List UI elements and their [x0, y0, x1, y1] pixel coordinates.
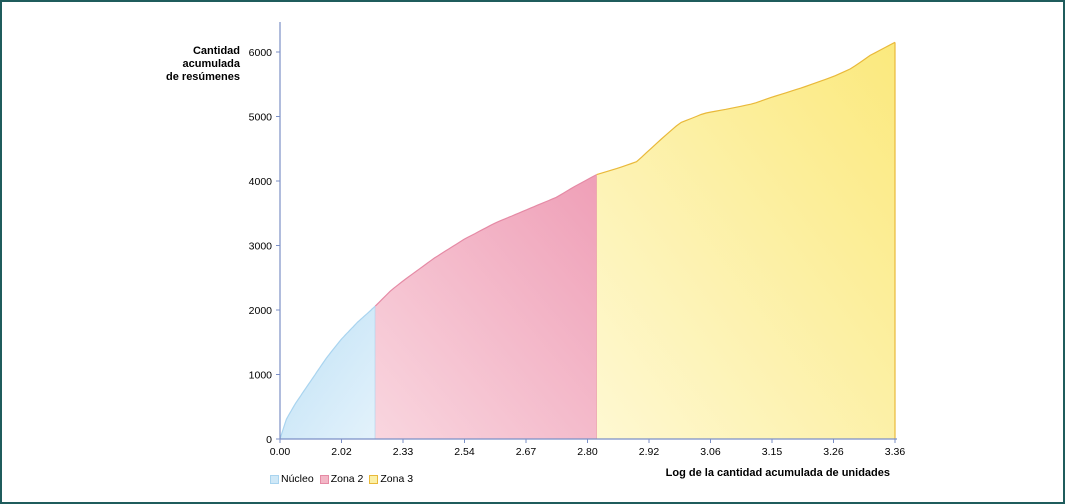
- x-axis-label: Log de la cantidad acumulada de unidades: [665, 467, 890, 479]
- x-tick-label: 2.80: [577, 446, 598, 458]
- x-tick-label: 3.36: [885, 446, 906, 458]
- legend-label: Núcleo: [281, 473, 314, 485]
- y-axis-label: Cantidad acumulada de resúmenes: [140, 45, 240, 84]
- x-tick-label: 2.54: [454, 446, 475, 458]
- y-tick-label: 2000: [249, 305, 273, 317]
- x-ticks: 0.00 2.02 2.33 2.54 2.67 2.80 2.92 3.06 3.15 3.26…: [270, 439, 906, 458]
- y-tick-label: 1000: [249, 370, 273, 382]
- y-tick-label: 0: [266, 434, 272, 446]
- x-tick-label: 3.06: [700, 446, 721, 458]
- y-axis-label-line: Cantidad: [192, 45, 240, 57]
- x-tick-label: 2.67: [516, 446, 537, 458]
- x-tick-label: 0.00: [270, 446, 291, 458]
- legend-swatch: [369, 474, 379, 484]
- area-zona2-edge: [374, 174, 597, 307]
- x-tick-label: 3.15: [762, 446, 783, 458]
- y-tick-label: 5000: [249, 112, 273, 124]
- area-zona2: [375, 174, 597, 439]
- legend-item-zona3: Zona 3: [369, 473, 413, 485]
- legend-item-zona2: Zona 2: [319, 473, 364, 485]
- zone-areas: [279, 41, 896, 440]
- y-axis-label-line: acumulada: [182, 58, 240, 70]
- y-ticks: 0 1000 2000 3000 4000 5000 6000: [249, 47, 280, 446]
- y-axis-label-line: de resúmenes: [166, 71, 240, 83]
- axes: [279, 22, 897, 440]
- area-nucleo-edge: [279, 305, 376, 440]
- legend: Núcleo Zona 2 Zona 3: [270, 473, 413, 485]
- area-zona3-edge: [596, 41, 896, 176]
- legend-label: Zona 2: [330, 473, 364, 485]
- y-tick-label: 6000: [249, 47, 273, 59]
- x-tick-label: 2.33: [393, 446, 414, 458]
- x-tick-label: 2.92: [639, 446, 660, 458]
- legend-item-nucleo: Núcleo: [270, 473, 314, 485]
- area-zona3: [596, 42, 895, 440]
- legend-swatch: [319, 474, 329, 484]
- x-tick-label: 3.26: [823, 446, 844, 458]
- y-tick-label: 4000: [249, 176, 273, 188]
- area-nucleo: [280, 306, 376, 439]
- x-tick-label: 2.02: [331, 446, 352, 458]
- legend-swatch: [270, 474, 279, 484]
- y-tick-label: 3000: [249, 241, 273, 253]
- legend-label: Zona 3: [380, 473, 414, 485]
